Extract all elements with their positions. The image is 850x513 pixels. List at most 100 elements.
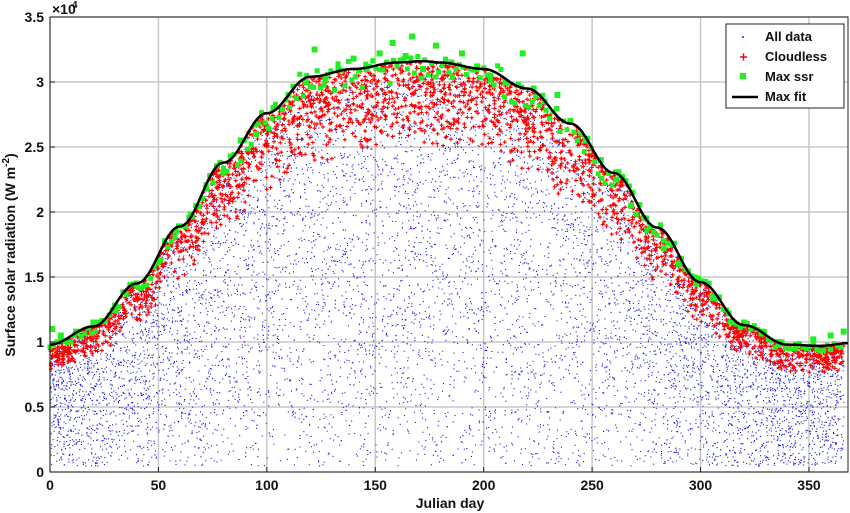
all-data-point: [482, 365, 484, 367]
all-data-point: [432, 272, 434, 274]
all-data-point: [466, 312, 468, 314]
all-data-point: [432, 359, 434, 361]
all-data-point: [688, 278, 690, 280]
all-data-point: [581, 341, 583, 343]
all-data-point: [564, 273, 566, 275]
all-data-point: [703, 444, 705, 446]
all-data-point: [752, 419, 754, 421]
all-data-point: [308, 313, 310, 315]
all-data-point: [116, 393, 118, 395]
all-data-point: [784, 400, 786, 402]
all-data-point: [611, 220, 613, 222]
all-data-point: [795, 356, 797, 358]
all-data-point: [721, 319, 723, 321]
all-data-point: [507, 300, 509, 302]
all-data-point: [537, 139, 539, 141]
all-data-point: [564, 220, 566, 222]
all-data-point: [347, 156, 349, 158]
all-data-point: [573, 354, 575, 356]
all-data-point: [648, 265, 650, 267]
all-data-point: [61, 448, 63, 450]
all-data-point: [599, 309, 601, 311]
all-data-point: [725, 345, 727, 347]
all-data-point: [595, 184, 597, 186]
all-data-point: [119, 361, 121, 363]
all-data-point: [273, 324, 275, 326]
all-data-point: [477, 235, 479, 237]
all-data-point: [763, 442, 765, 444]
all-data-point: [346, 113, 348, 115]
all-data-point: [557, 452, 559, 454]
all-data-point: [533, 346, 535, 348]
all-data-point: [250, 170, 252, 172]
all-data-point: [202, 463, 204, 465]
all-data-point: [598, 319, 600, 321]
all-data-point: [640, 240, 642, 242]
all-data-point: [143, 350, 145, 352]
all-data-point: [799, 438, 801, 440]
all-data-point: [417, 156, 419, 158]
all-data-point: [117, 435, 119, 437]
all-data-point: [484, 115, 486, 117]
all-data-point: [401, 114, 403, 116]
all-data-point: [475, 100, 477, 102]
all-data-point: [322, 391, 324, 393]
all-data-point: [260, 190, 262, 192]
all-data-point: [179, 311, 181, 313]
all-data-point: [630, 286, 632, 288]
all-data-point: [411, 125, 413, 127]
all-data-point: [459, 86, 461, 88]
all-data-point: [773, 438, 775, 440]
all-data-point: [655, 451, 657, 453]
all-data-point: [268, 165, 270, 167]
all-data-point: [701, 436, 703, 438]
all-data-point: [480, 347, 482, 349]
all-data-point: [519, 181, 521, 183]
all-data-point: [54, 414, 56, 416]
all-data-point: [731, 464, 733, 466]
all-data-point: [589, 251, 591, 253]
all-data-point: [279, 121, 281, 123]
all-data-point: [428, 205, 430, 207]
all-data-point: [833, 448, 835, 450]
all-data-point: [477, 110, 479, 112]
all-data-point: [233, 284, 235, 286]
all-data-point: [595, 370, 597, 372]
all-data-point: [448, 133, 450, 135]
all-data-point: [99, 396, 101, 398]
all-data-point: [379, 87, 381, 89]
all-data-point: [755, 450, 757, 452]
all-data-point: [656, 335, 658, 337]
all-data-point: [490, 413, 492, 415]
all-data-point: [707, 343, 709, 345]
all-data-point: [222, 327, 224, 329]
all-data-point: [274, 164, 276, 166]
all-data-point: [600, 260, 602, 262]
all-data-point: [372, 317, 374, 319]
all-data-point: [733, 364, 735, 366]
all-data-point: [68, 402, 70, 404]
all-data-point: [82, 391, 84, 393]
all-data-point: [733, 349, 735, 351]
all-data-point: [661, 266, 663, 268]
all-data-point: [420, 288, 422, 290]
all-data-point: [331, 393, 333, 395]
all-data-point: [542, 201, 544, 203]
all-data-point: [559, 264, 561, 266]
all-data-point: [558, 456, 560, 458]
all-data-point: [669, 380, 671, 382]
all-data-point: [457, 83, 459, 85]
all-data-point: [550, 358, 552, 360]
all-data-point: [133, 361, 135, 363]
all-data-point: [441, 303, 443, 305]
all-data-point: [533, 269, 535, 271]
all-data-point: [430, 245, 432, 247]
all-data-point: [113, 376, 115, 378]
all-data-point: [247, 394, 249, 396]
all-data-point: [199, 340, 201, 342]
all-data-point: [145, 380, 147, 382]
all-data-point: [610, 458, 612, 460]
all-data-point: [787, 395, 789, 397]
all-data-point: [291, 390, 293, 392]
all-data-point: [605, 415, 607, 417]
